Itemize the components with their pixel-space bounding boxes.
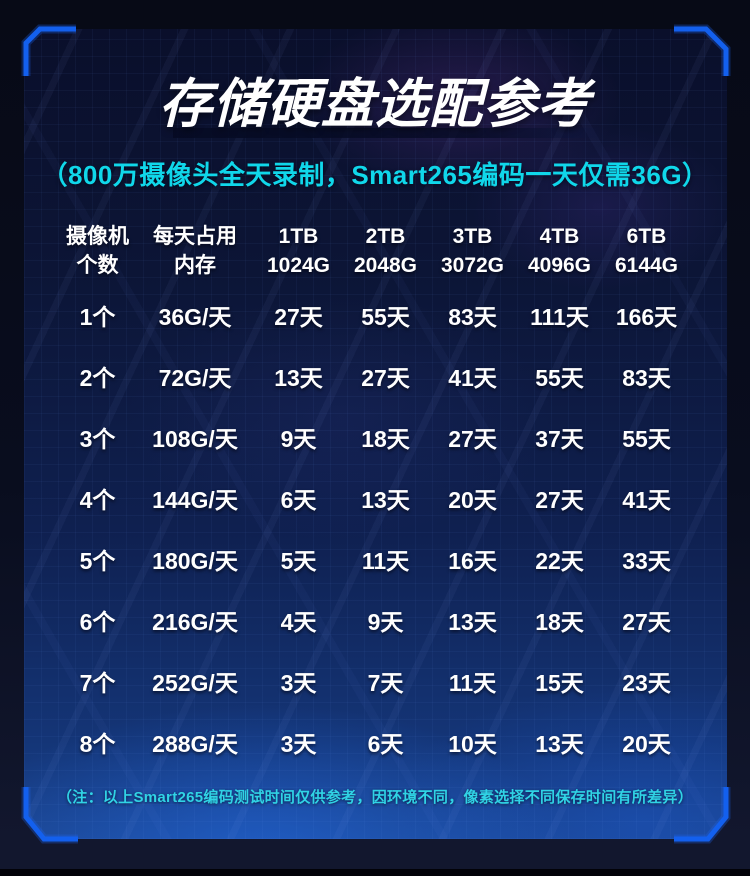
daily-usage-cell: 216G/天	[152, 608, 238, 635]
days-cell-4tb: 13天	[535, 730, 584, 757]
header-line-2: 个数	[76, 254, 119, 277]
header-capacity-4tb: 4TB 4096G	[516, 218, 603, 284]
days-cell-2tb: 6天	[367, 730, 404, 757]
camera-count-cell: 6个	[79, 608, 116, 635]
days-cell-1tb: 4天	[280, 608, 317, 635]
storage-reference-table: 摄像机 个数 每天占用 内存 1TB 1024G 2TB 2048G 3TB 3…	[60, 218, 690, 772]
days-cell-4tb: 55天	[535, 364, 584, 391]
daily-usage-cell: 252G/天	[152, 669, 238, 696]
days-cell-4tb: 37天	[535, 425, 584, 452]
capacity-size-label: 4096G	[527, 254, 592, 277]
capacity-tb-label: 1TB	[278, 225, 319, 248]
days-cell-3tb: 27天	[448, 425, 497, 452]
capacity-size-label: 2048G	[353, 254, 418, 277]
title-underline-shadow	[173, 128, 605, 138]
days-cell-4tb: 15天	[535, 669, 584, 696]
days-cell-3tb: 83天	[448, 303, 497, 330]
days-cell-6tb: 33天	[622, 547, 671, 574]
days-cell-2tb: 7天	[367, 669, 404, 696]
days-cell-2tb: 11天	[361, 547, 410, 574]
days-cell-3tb: 41天	[448, 364, 497, 391]
days-cell-1tb: 9天	[280, 425, 317, 452]
camera-count-cell: 8个	[79, 730, 116, 757]
daily-usage-cell: 36G/天	[158, 303, 232, 330]
days-cell-3tb: 10天	[448, 730, 497, 757]
days-cell-1tb: 27天	[274, 303, 323, 330]
capacity-size-label: 1024G	[266, 254, 331, 277]
daily-usage-cell: 108G/天	[152, 425, 238, 452]
footnote: （注：以上Smart265编码测试时间仅供参考，因环境不同，像素选择不同保存时间…	[56, 789, 694, 806]
days-cell-6tb: 55天	[622, 425, 671, 452]
daily-usage-cell: 288G/天	[152, 730, 238, 757]
page-title: 存储硬盘选配参考	[159, 75, 591, 134]
header-capacity-1tb: 1TB 1024G	[255, 218, 342, 284]
days-cell-4tb: 111天	[530, 303, 589, 330]
header-camera-count: 摄像机 个数	[60, 218, 135, 284]
days-cell-4tb: 27天	[535, 486, 584, 513]
days-cell-6tb: 83天	[622, 364, 671, 391]
capacity-size-label: 6144G	[614, 254, 679, 277]
background-panel	[24, 29, 727, 839]
days-cell-3tb: 11天	[448, 669, 497, 696]
days-cell-6tb: 23天	[622, 669, 671, 696]
days-cell-1tb: 3天	[280, 730, 317, 757]
days-cell-2tb: 13天	[361, 486, 410, 513]
camera-count-cell: 7个	[79, 669, 116, 696]
capacity-tb-label: 3TB	[452, 225, 493, 248]
page-subtitle: （800万摄像头全天录制，Smart265编码一天仅需36G）	[41, 160, 709, 190]
daily-usage-cell: 144G/天	[152, 486, 238, 513]
camera-count-cell: 2个	[79, 364, 116, 391]
days-cell-2tb: 18天	[361, 425, 410, 452]
capacity-tb-label: 4TB	[539, 225, 580, 248]
header-daily-usage: 每天占用 内存	[135, 218, 255, 284]
header-line-1: 每天占用	[153, 225, 237, 248]
header-line-1: 摄像机	[66, 225, 129, 248]
days-cell-4tb: 18天	[535, 608, 584, 635]
camera-count-cell: 3个	[79, 425, 116, 452]
capacity-tb-label: 6TB	[626, 225, 667, 248]
capacity-size-label: 3072G	[440, 254, 505, 277]
camera-count-cell: 4个	[79, 486, 116, 513]
days-cell-2tb: 9天	[367, 608, 404, 635]
days-cell-4tb: 22天	[535, 547, 584, 574]
header-line-2: 内存	[174, 254, 216, 277]
days-cell-1tb: 5天	[280, 547, 317, 574]
days-cell-1tb: 3天	[280, 669, 317, 696]
camera-count-cell: 5个	[79, 547, 116, 574]
capacity-tb-label: 2TB	[365, 225, 406, 248]
days-cell-3tb: 13天	[448, 608, 497, 635]
camera-count-cell: 1个	[79, 303, 116, 330]
days-cell-6tb: 166天	[615, 303, 678, 330]
header-capacity-2tb: 2TB 2048G	[342, 218, 429, 284]
days-cell-2tb: 27天	[361, 364, 410, 391]
header-capacity-3tb: 3TB 3072G	[429, 218, 516, 284]
days-cell-6tb: 20天	[622, 730, 671, 757]
days-cell-1tb: 13天	[274, 364, 323, 391]
days-cell-2tb: 55天	[361, 303, 410, 330]
daily-usage-cell: 72G/天	[158, 364, 232, 391]
days-cell-6tb: 27天	[622, 608, 671, 635]
header-capacity-6tb: 6TB 6144G	[603, 218, 690, 284]
days-cell-3tb: 20天	[448, 486, 497, 513]
daily-usage-cell: 180G/天	[152, 547, 238, 574]
days-cell-1tb: 6天	[280, 486, 317, 513]
days-cell-3tb: 16天	[448, 547, 497, 574]
days-cell-6tb: 41天	[622, 486, 671, 513]
